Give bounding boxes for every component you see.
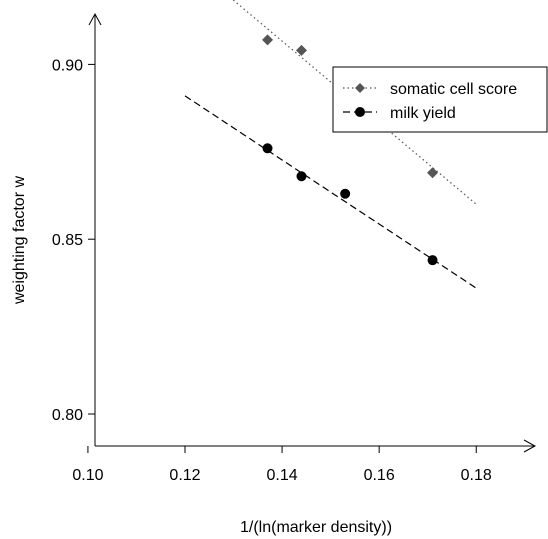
- axes: 0.100.120.140.160.180.200.800.850.900.95…: [11, 12, 537, 536]
- point-somatic-cell-score-1: [295, 44, 307, 56]
- legend-marker-1: [355, 107, 365, 117]
- y-tick-label: 0.80: [52, 407, 83, 424]
- fit-line-somatic-cell-score: [232, 0, 477, 205]
- point-milk-yield-0: [262, 143, 273, 154]
- point-milk-yield-1: [296, 171, 307, 182]
- y-tick-label: 0.85: [52, 232, 83, 249]
- legend: somatic cell score milk yield: [332, 66, 548, 133]
- fit-line-milk-yield: [184, 95, 477, 289]
- x-axis-arrow: [523, 439, 537, 453]
- fit-lines: [184, 0, 477, 289]
- legend-label-1: milk yield: [390, 105, 456, 122]
- point-milk-yield-3: [427, 255, 438, 266]
- x-tick-label: 0.18: [461, 467, 492, 484]
- legend-label-0: somatic cell score: [390, 81, 517, 98]
- x-tick-label: 0.10: [72, 467, 103, 484]
- point-somatic-cell-score-3: [427, 167, 439, 179]
- x-tick-label: 0.14: [267, 467, 298, 484]
- legend-box: [332, 66, 548, 133]
- point-somatic-cell-score-0: [262, 34, 274, 46]
- x-tick-label: 0.12: [169, 467, 200, 484]
- y-tick-label: 0.90: [52, 57, 83, 74]
- y-axis-title: weighting factor w: [11, 176, 28, 306]
- y-axis-arrow: [88, 12, 102, 26]
- point-milk-yield-2: [340, 188, 351, 199]
- legend-marker-0: [355, 83, 365, 93]
- x-axis-title: 1/(ln(marker density)): [240, 519, 392, 536]
- x-tick-label: 0.16: [364, 467, 395, 484]
